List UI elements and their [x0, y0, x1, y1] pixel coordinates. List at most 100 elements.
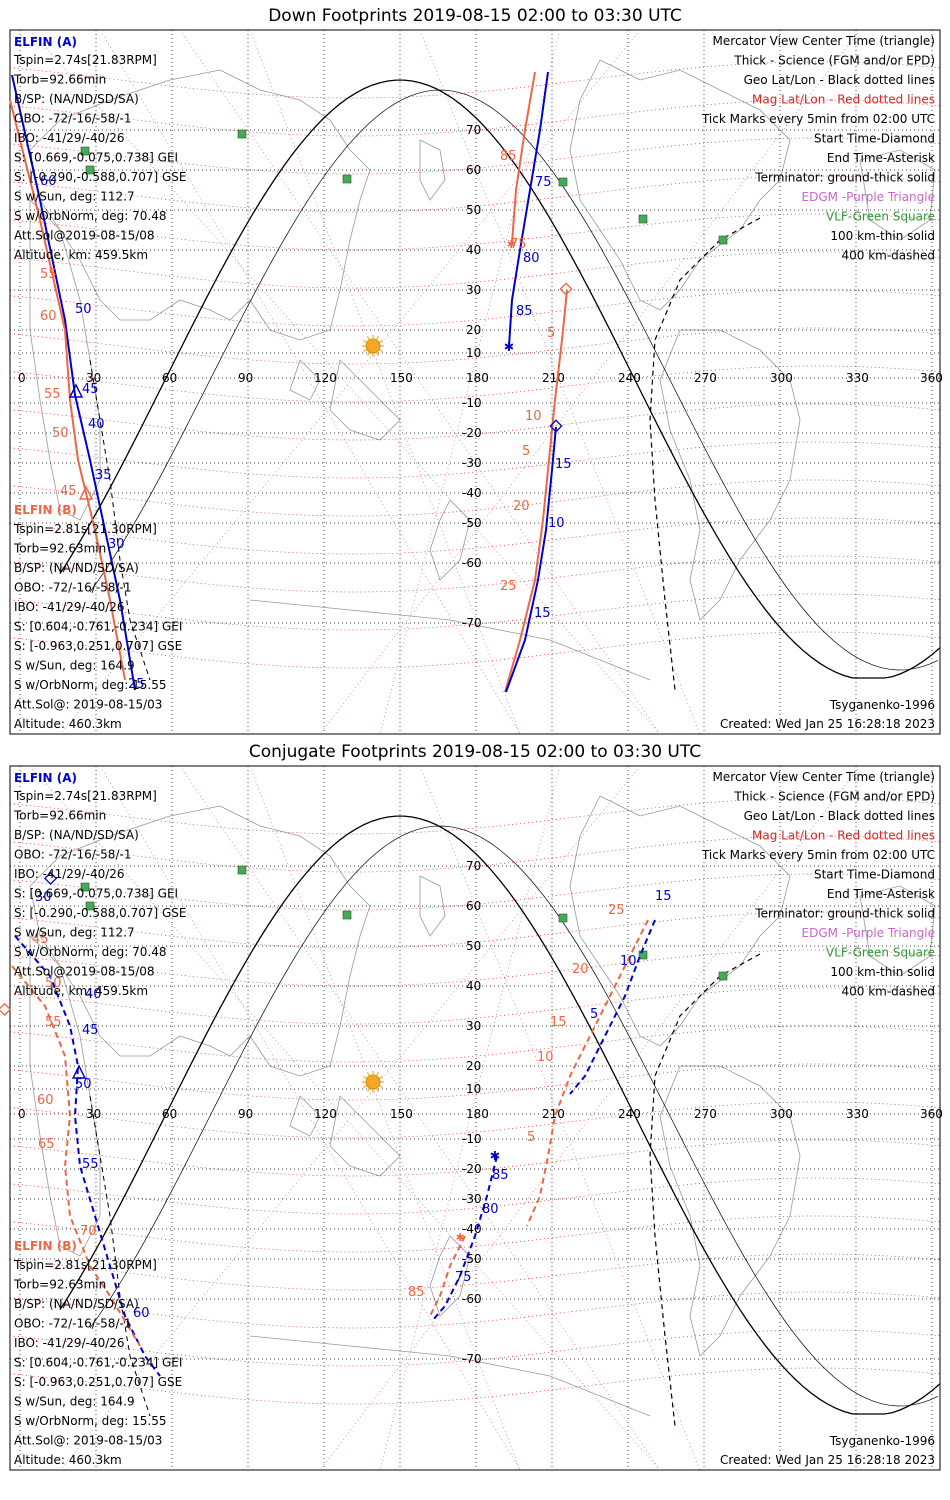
- sun-ray: [366, 336, 371, 341]
- mag-meridian: [29, 765, 661, 1471]
- track-tick-label: 45: [32, 932, 49, 947]
- mag-parallel: [9, 555, 941, 593]
- track-tick-label: 15: [655, 889, 672, 904]
- mag-parallel: [9, 631, 941, 669]
- legend-item: Mercator View Center Time (triangle): [713, 34, 935, 48]
- mag-parallel: [9, 1177, 941, 1215]
- elfin-b-conj-north-track: [526, 919, 649, 1227]
- elfin-a-info-line: Altitude, km: 459.5km: [14, 984, 148, 998]
- coastline: [249, 1335, 651, 1417]
- lat-tick-label: 70: [466, 123, 481, 137]
- mag-parallel: [9, 873, 941, 911]
- vlf-green-square-icon: [342, 174, 352, 184]
- axis-labels: 0 30 60 90 120 150 180 210 240 270 300 330 360 70 60 50…: [18, 123, 943, 630]
- legend: Mercator View Center Time (triangle) Thic…: [701, 34, 935, 263]
- lon-tick-label: 180: [466, 371, 489, 385]
- lat-tick-label: -10: [462, 396, 482, 410]
- sun-icon: [362, 1071, 384, 1093]
- mag-meridian: [249, 765, 521, 1471]
- lat-tick-label: 10: [466, 1082, 481, 1096]
- lat-tick-label: 30: [466, 1019, 481, 1033]
- sun-ray: [363, 1084, 368, 1089]
- track-tick-label: 50: [45, 976, 62, 991]
- track-tick-label: 45: [60, 484, 77, 499]
- elfin-b-info-line: S: [-0.963,0.251,0.707] GSE: [14, 1375, 182, 1389]
- vlf-green-square-icon: [558, 177, 568, 187]
- lon-tick-label: 0: [18, 371, 26, 385]
- elfin-a-info-line: S w/OrbNorm, deg: 70.48: [14, 945, 166, 959]
- mag-parallel: [9, 1139, 941, 1177]
- legend-item: End Time-Asterisk: [827, 151, 935, 165]
- track-tick-label: 30: [35, 890, 52, 905]
- elfin-b-info-line: Altitude: 460.3km: [14, 717, 122, 731]
- track-markers: ✱✱75858085755101552010251560555045403545…: [40, 149, 573, 692]
- track-tick-label: 50: [52, 426, 69, 441]
- sun-ray: [366, 1087, 371, 1092]
- elfin-a-end-asterisk-icon: ✱: [490, 1145, 500, 1164]
- mag-parallel: [9, 797, 941, 835]
- legend-item: Tick Marks every 5min from 02:00 UTC: [701, 848, 935, 862]
- coastline: [329, 1095, 401, 1177]
- track-tick-label: 75: [455, 1270, 472, 1285]
- lat-tick-label: -30: [462, 456, 482, 470]
- track-tick-label: 55: [40, 267, 57, 282]
- track-tick-label: 85: [516, 304, 533, 319]
- elfin-b-info-line: Tspin=2.81s[21.30RPM]: [13, 1258, 157, 1272]
- mag-parallel: [9, 1101, 941, 1139]
- legend-item: 100 km-thin solid: [830, 965, 935, 979]
- geo-grid: [10, 30, 940, 734]
- sun-ray: [375, 336, 380, 341]
- legend: Mercator View Center Time (triangle) Thic…: [701, 770, 935, 999]
- axis-labels: 0 30 60 90 120 150 180 210 240 270 300 330 360 70 60 50…: [18, 859, 943, 1366]
- legend-item: Thick - Science (FGM and/or EPD): [733, 54, 935, 68]
- mag-meridians: [29, 765, 861, 1471]
- legend-item: Terminator: ground-thick solid: [754, 171, 935, 185]
- coastline: [659, 1065, 801, 1357]
- lon-tick-label: 0: [18, 1107, 26, 1121]
- track-tick-label: 10: [525, 409, 542, 424]
- mag-parallel: [9, 1215, 941, 1253]
- track-tick-label: 20: [572, 962, 589, 977]
- legend-item: 400 km-dashed: [841, 985, 935, 999]
- created-timestamp: Created: Wed Jan 25 16:28:18 2023: [720, 1453, 935, 1467]
- sun-ray: [378, 1075, 383, 1080]
- coastline: [289, 1095, 321, 1137]
- track-tick-label: 80: [482, 1202, 499, 1217]
- elfin-b-south-track: [504, 289, 568, 693]
- sun-ray: [378, 1084, 383, 1089]
- elfin-b-info-line: Att.Sol@: 2019-08-15/03: [14, 1434, 162, 1448]
- lat-tick-label: 60: [466, 163, 481, 177]
- elfin-b-center-triangle-icon: [78, 485, 94, 500]
- vlf-green-square-icon: [237, 865, 247, 875]
- lon-tick-label: 150: [390, 1107, 413, 1121]
- terminator-100km: [89, 825, 939, 1407]
- track-tick-label: 20: [513, 499, 530, 514]
- elfin-a-info-line: S: [0.669,-0.075,0.738] GEI: [14, 151, 178, 165]
- lat-tick-label: -10: [462, 1132, 482, 1146]
- terminator-ground: [59, 815, 941, 1415]
- elfin-b-info-line: Torb=92.63min: [13, 542, 106, 556]
- elfin-a-end-asterisk-icon: ✱: [504, 336, 514, 355]
- track-tick-label: 70: [80, 1224, 97, 1239]
- vlf-green-square-icon: [85, 901, 95, 911]
- geo-grid: [10, 766, 940, 1470]
- elfin-b-end-asterisk-icon: ✱: [507, 236, 516, 252]
- sun-ray: [366, 1072, 371, 1077]
- lat-tick-label: -50: [462, 516, 482, 530]
- panel-title-conjugate: Conjugate Footprints 2019-08-15 02:00 to…: [248, 742, 702, 762]
- sun-ray: [363, 1075, 368, 1080]
- elfin-b-start-diamond-icon: [559, 282, 573, 296]
- track-tick-label: 5: [527, 1130, 535, 1145]
- lon-tick-label: 360: [920, 371, 943, 385]
- lon-tick-label: 300: [770, 1107, 793, 1121]
- coastlines: [29, 795, 936, 1417]
- mag-parallel: [9, 213, 941, 251]
- track-tick-label: 50: [75, 1077, 92, 1092]
- track-tick-label: 30: [108, 537, 125, 552]
- elfin-a-info-line: Att.Sol@2019-08-15/08: [14, 965, 155, 979]
- elfin-b-info-line: S w/OrbNorm, deg: 15.55: [14, 678, 166, 692]
- elfin-a-info-line: Tspin=2.74s[21.83RPM]: [13, 789, 157, 803]
- lat-tick-label: 50: [466, 203, 481, 217]
- elfin-b-header: ELFIN (B): [14, 1239, 77, 1253]
